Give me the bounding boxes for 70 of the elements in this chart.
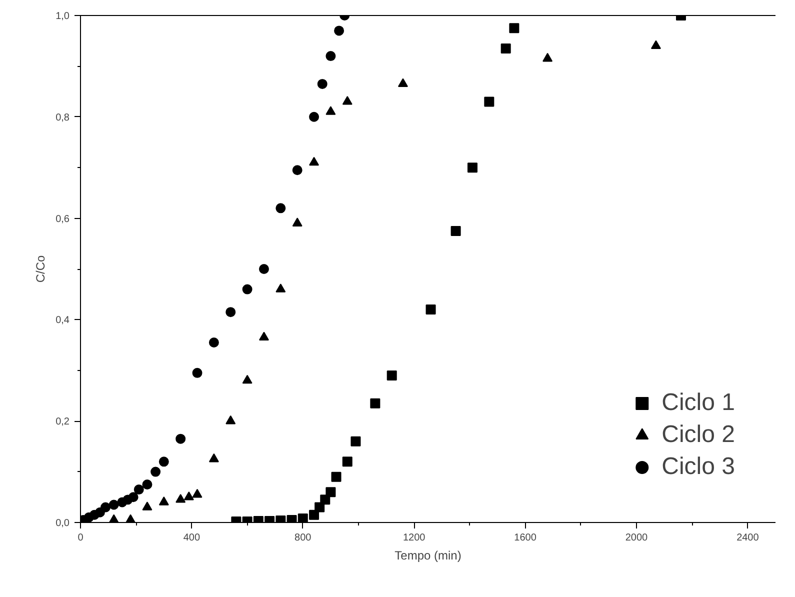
x-tick-label: 2000 bbox=[625, 532, 648, 544]
y-tick-label: 0,6 bbox=[56, 214, 70, 225]
point bbox=[467, 162, 478, 173]
point bbox=[192, 368, 202, 378]
x-axis-title: Tempo (min) bbox=[394, 548, 462, 562]
point bbox=[276, 284, 286, 292]
point bbox=[184, 491, 194, 500]
point bbox=[142, 502, 152, 510]
point bbox=[500, 43, 511, 54]
y-axis-title: C/Co bbox=[34, 255, 48, 283]
legend-label: Ciclo 1 bbox=[662, 389, 735, 417]
point bbox=[370, 398, 380, 408]
point bbox=[350, 436, 361, 446]
point bbox=[258, 264, 269, 274]
point bbox=[309, 156, 320, 166]
point bbox=[108, 500, 119, 510]
point bbox=[331, 472, 342, 482]
point bbox=[142, 479, 152, 490]
point bbox=[326, 51, 336, 62]
point bbox=[342, 456, 352, 467]
y-tick-label: 0,2 bbox=[56, 416, 70, 428]
x-tick-label: 400 bbox=[183, 532, 200, 544]
point bbox=[242, 374, 252, 384]
x-tick-label: 1200 bbox=[402, 532, 426, 544]
point bbox=[158, 496, 169, 506]
point bbox=[342, 96, 352, 105]
point bbox=[484, 96, 494, 107]
point bbox=[208, 338, 219, 348]
point bbox=[426, 304, 436, 315]
point bbox=[176, 434, 186, 444]
point bbox=[192, 488, 202, 498]
point bbox=[326, 106, 336, 115]
point bbox=[334, 26, 344, 36]
legend-label: Ciclo 3 bbox=[662, 453, 735, 481]
y-tick-label: 0,0 bbox=[56, 518, 70, 529]
point bbox=[176, 494, 186, 503]
point bbox=[226, 307, 236, 318]
point bbox=[242, 284, 252, 294]
legend-label: Ciclo 2 bbox=[662, 421, 735, 449]
point bbox=[226, 415, 236, 424]
point bbox=[509, 23, 520, 34]
point bbox=[276, 203, 286, 214]
y-tick-label: 1,0 bbox=[56, 11, 70, 22]
point bbox=[150, 466, 161, 477]
y-tick-label: 0,8 bbox=[56, 112, 70, 124]
point bbox=[317, 78, 328, 89]
point bbox=[309, 112, 320, 122]
point bbox=[542, 52, 553, 62]
point bbox=[128, 492, 138, 502]
point bbox=[298, 513, 308, 522]
point bbox=[398, 78, 408, 88]
point bbox=[292, 218, 302, 226]
point bbox=[292, 165, 302, 176]
point bbox=[386, 370, 397, 380]
point bbox=[208, 453, 219, 462]
point bbox=[326, 487, 336, 498]
point bbox=[134, 484, 144, 495]
x-tick-label: 0 bbox=[78, 532, 84, 544]
point bbox=[286, 514, 297, 522]
x-tick-label: 800 bbox=[294, 532, 312, 544]
point bbox=[314, 502, 325, 512]
x-tick-label: 1600 bbox=[514, 532, 537, 544]
point bbox=[650, 40, 661, 50]
point bbox=[320, 494, 330, 505]
y-tick-label: 0,4 bbox=[56, 315, 70, 326]
point bbox=[450, 226, 461, 236]
point bbox=[158, 456, 169, 467]
point bbox=[258, 332, 269, 341]
x-tick-label: 2400 bbox=[736, 532, 760, 544]
point bbox=[100, 502, 111, 512]
